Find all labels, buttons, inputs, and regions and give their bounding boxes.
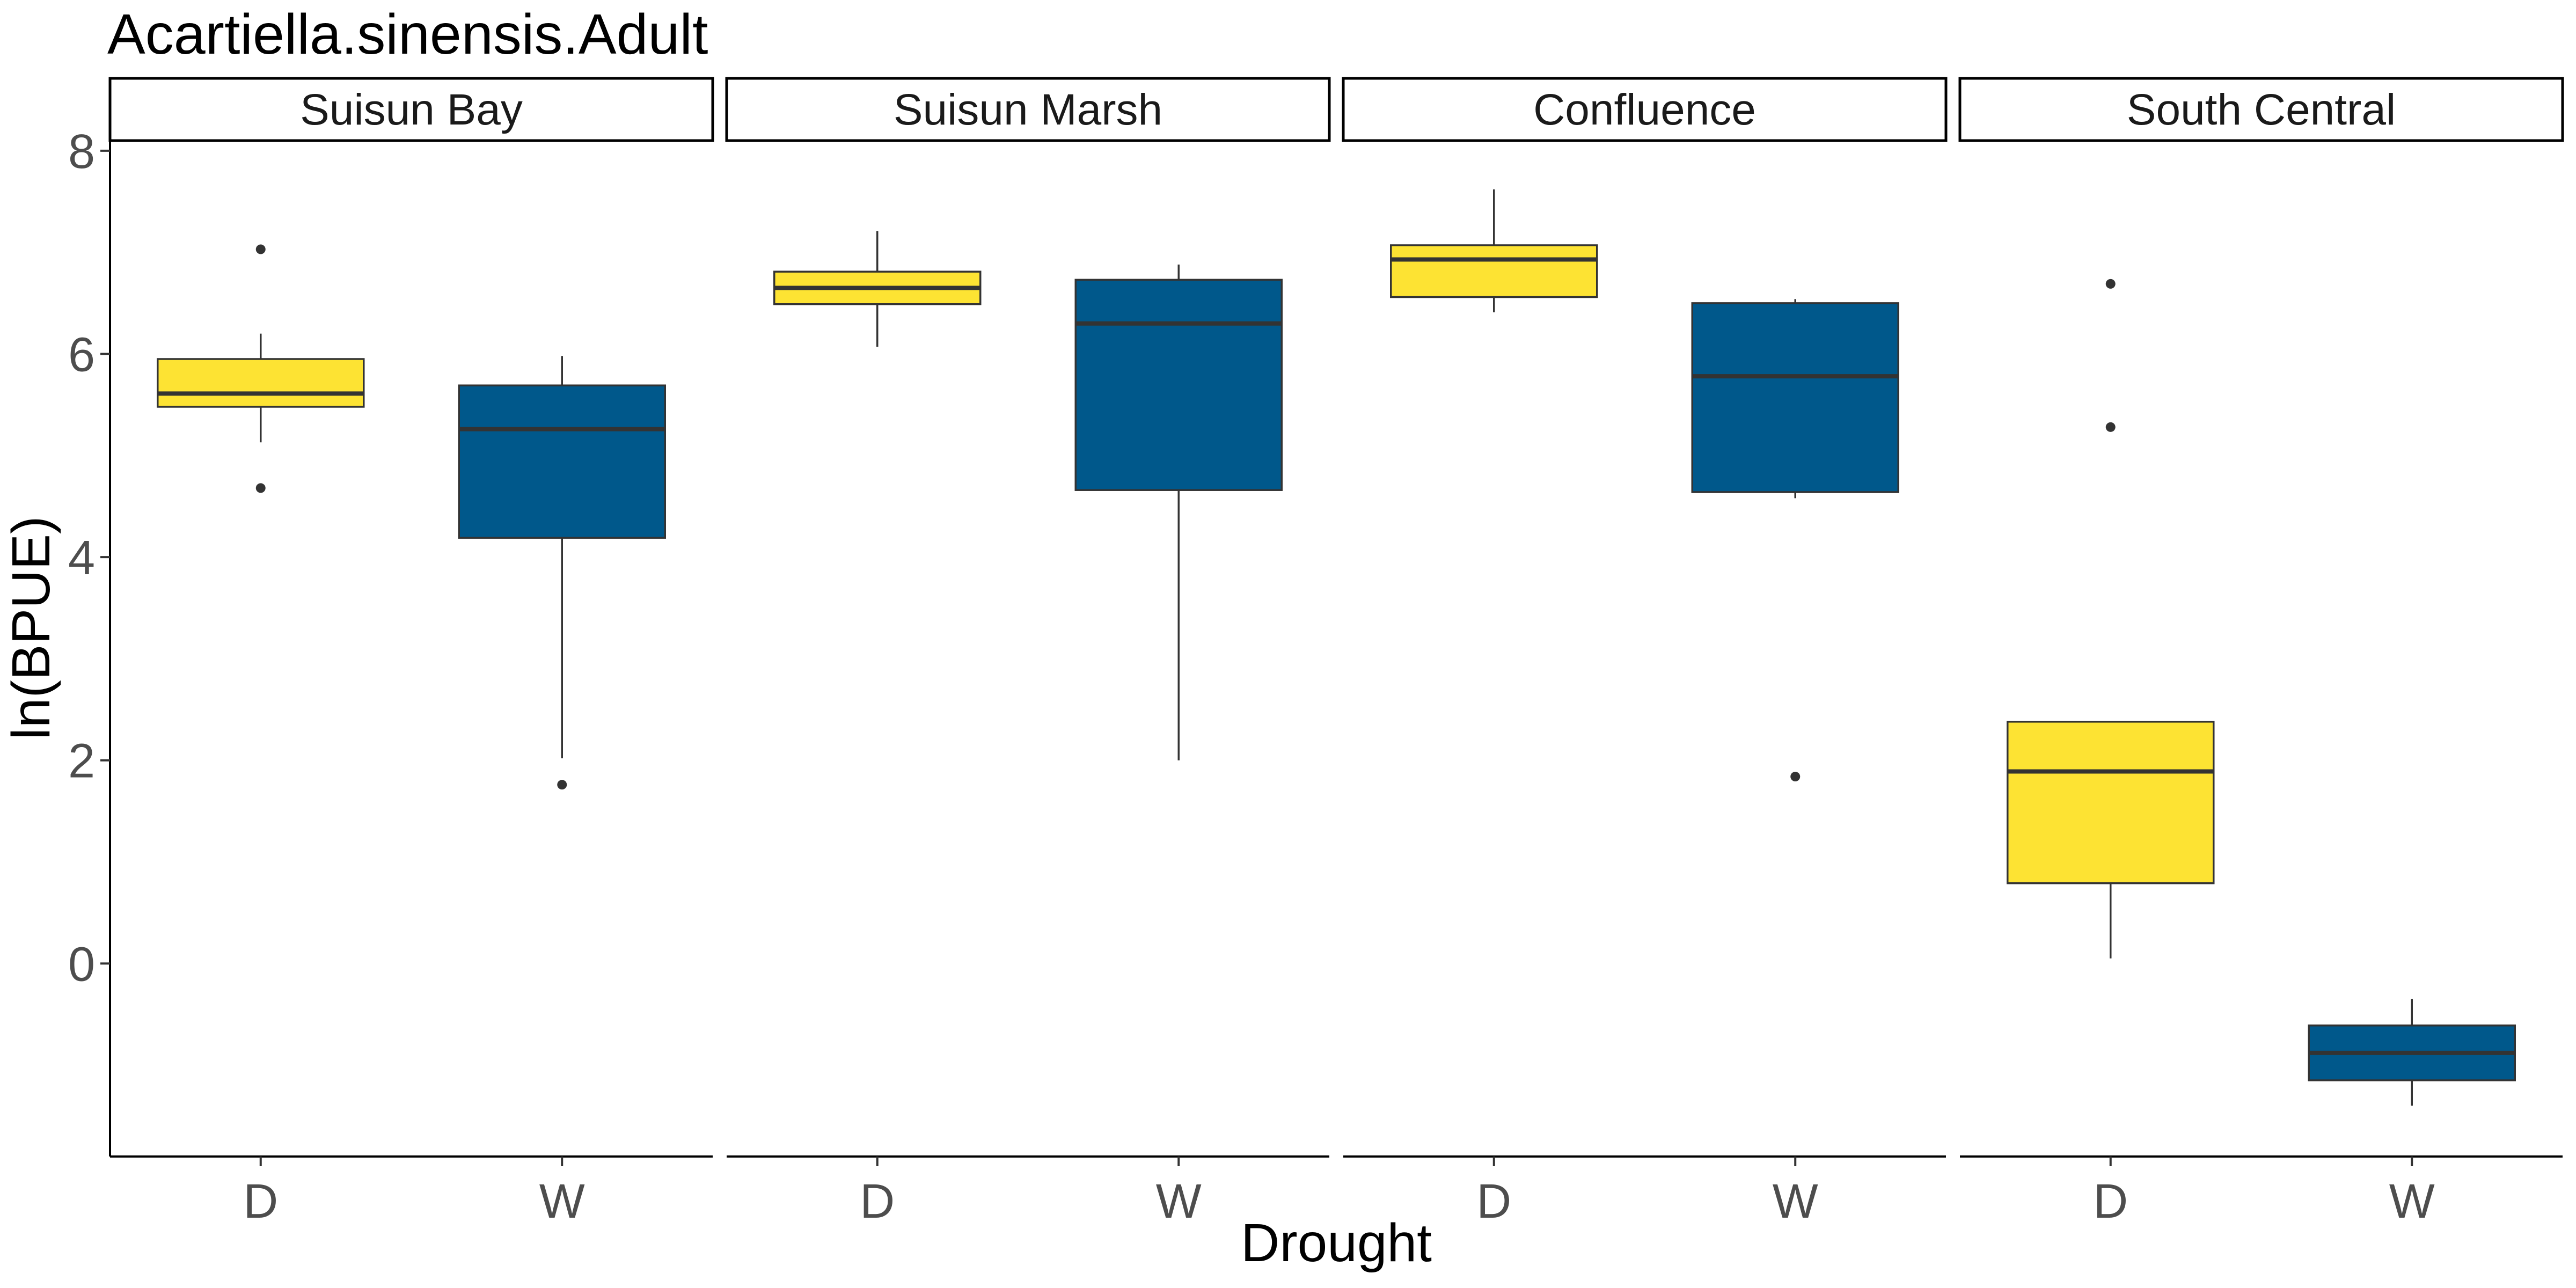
x-tick-label: W <box>2389 1175 2435 1228</box>
facet-strip <box>725 77 1331 142</box>
x-tick-label: D <box>2093 1175 2128 1228</box>
y-tick-label: 0 <box>68 938 95 991</box>
facet-panel: South Central D W <box>1958 77 2564 1228</box>
box-iqr <box>157 358 365 408</box>
box-D <box>1390 189 1598 312</box>
box-iqr <box>2007 721 2215 884</box>
box-D <box>157 244 365 493</box>
y-tick-label: 6 <box>68 328 95 382</box>
box-W <box>2308 999 2516 1106</box>
chart-title: Acartiella.sinensis.Adult <box>107 3 708 66</box>
x-tick-label: W <box>539 1175 585 1228</box>
box-iqr <box>458 384 666 539</box>
facet-strip <box>1342 77 1948 142</box>
outlier-point <box>255 244 266 254</box>
box-W <box>1074 264 1283 760</box>
y-tick-label: 2 <box>68 735 95 788</box>
outlier-point <box>1790 772 1801 782</box>
facet-strip <box>1958 77 2564 142</box>
x-tick-label: W <box>1773 1175 1818 1228</box>
facet-strip-label: South Central <box>2127 85 2396 134</box>
y-tick-label: 4 <box>68 531 95 585</box>
facet-strip-label: Suisun Marsh <box>894 85 1162 134</box>
box-iqr <box>1691 302 1899 493</box>
facet-panel: Suisun Bay D W <box>108 77 714 1228</box>
y-tick-label: 8 <box>68 125 95 179</box>
facet-strip-label: Suisun Bay <box>300 85 523 134</box>
box-D <box>773 231 982 347</box>
facet-strip <box>108 77 714 142</box>
facet-panel: Suisun Marsh D W <box>725 77 1331 1228</box>
box-D <box>2007 279 2215 958</box>
outlier-point <box>2105 422 2116 432</box>
facet-strip-label: Confluence <box>1533 85 1756 134</box>
x-tick-label: D <box>860 1175 895 1228</box>
y-axis: 0 2 4 6 8 <box>68 125 111 1157</box>
facet-panel: Confluence D W <box>1342 77 1948 1228</box>
x-tick-label: W <box>1156 1175 1202 1228</box>
box-W <box>1691 299 1899 782</box>
x-tick-label: D <box>243 1175 278 1228</box>
box-W <box>458 356 666 790</box>
outlier-point <box>557 780 567 790</box>
box-iqr <box>1390 244 1598 298</box>
box-iqr <box>1074 279 1283 491</box>
y-axis-title: ln(BPUE) <box>1 516 61 740</box>
x-tick-label: D <box>1476 1175 1511 1228</box>
outlier-point <box>2105 279 2116 289</box>
outlier-point <box>255 483 266 493</box>
x-axis-title: Drought <box>1241 1213 1432 1273</box>
